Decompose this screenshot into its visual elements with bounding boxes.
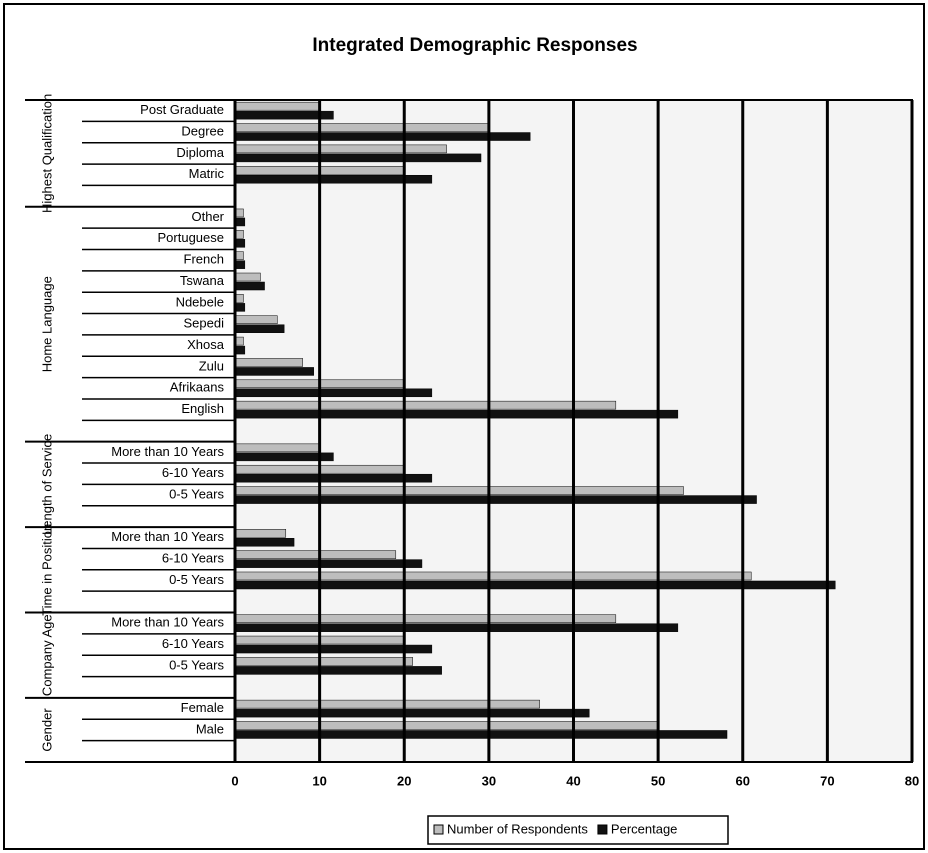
y-tick-label: Diploma: [176, 145, 224, 160]
bar: [234, 623, 679, 632]
group-label: Company Age: [39, 614, 54, 696]
bar: [234, 123, 490, 132]
y-tick-label: More than 10 Years: [111, 444, 224, 459]
legend: Number of Respondents Percentage: [427, 815, 729, 845]
bar: [234, 272, 261, 282]
x-tick-label: 40: [566, 773, 580, 788]
legend-label: Number of Respondents: [447, 821, 588, 836]
legend-swatch: [597, 824, 608, 835]
y-tick-label: Tswana: [180, 273, 225, 288]
bar: [234, 495, 757, 504]
bar: [234, 101, 320, 111]
x-tick-label: 60: [736, 773, 750, 788]
bar: [234, 486, 684, 495]
y-tick-label: Female: [181, 700, 224, 715]
bar: [234, 400, 617, 410]
x-tick-label: 70: [820, 773, 834, 788]
y-tick-label: Degree: [181, 123, 224, 138]
x-tick-label: 30: [482, 773, 496, 788]
bar: [234, 550, 397, 559]
bar: [234, 730, 728, 739]
y-tick-label: Afrikaans: [170, 380, 225, 395]
group-label: Highest Qualification: [39, 94, 54, 213]
group-label: Gender: [39, 708, 54, 752]
group-label: Time in Position: [39, 524, 54, 616]
y-tick-label: 6-10 Years: [162, 551, 225, 566]
bar: [234, 144, 447, 154]
x-tick-label: 80: [905, 773, 919, 788]
bar: [234, 443, 320, 453]
bar: [234, 324, 285, 333]
bar: [234, 473, 433, 483]
bar: [234, 153, 482, 163]
y-tick-label: Ndebele: [176, 294, 224, 309]
x-tick-label: 0: [231, 773, 238, 788]
y-tick-label: Matric: [189, 166, 225, 181]
chart-title: Integrated Demographic Responses: [312, 35, 637, 56]
y-tick-label: 6-10 Years: [162, 465, 225, 480]
y-tick-label: Zulu: [199, 358, 224, 373]
y-tick-label: Other: [191, 209, 224, 224]
bar: [234, 281, 265, 291]
bar: [234, 367, 314, 376]
x-tick-label: 10: [312, 773, 326, 788]
bar: [234, 580, 836, 590]
bar: [234, 657, 413, 666]
bar: [234, 529, 287, 538]
y-tick-label: More than 10 Years: [111, 615, 224, 630]
bar: [234, 708, 590, 718]
bar: [234, 409, 679, 419]
bar: [234, 721, 659, 730]
group-label: Home Language: [39, 276, 54, 372]
bar: [234, 666, 442, 675]
y-tick-label: Portuguese: [158, 230, 225, 245]
bar: [234, 132, 531, 141]
bar: [234, 315, 278, 324]
legend-box: [427, 815, 729, 845]
x-tick-label: 20: [397, 773, 411, 788]
legend-swatch: [433, 824, 444, 835]
bar: [234, 614, 617, 623]
y-tick-label: Male: [196, 721, 224, 736]
y-tick-label: Post Graduate: [140, 102, 224, 117]
y-tick-label: French: [184, 252, 224, 267]
y-tick-label: 0-5 Years: [169, 487, 224, 502]
y-tick-label: 6-10 Years: [162, 636, 225, 651]
x-tick-label: 50: [651, 773, 665, 788]
y-tick-label: 0-5 Years: [169, 657, 224, 672]
bar: [234, 559, 423, 568]
bar: [234, 644, 433, 654]
group-label: Length of Service: [39, 434, 54, 535]
legend-label: Percentage: [611, 821, 678, 836]
bar: [234, 571, 752, 581]
bar: [234, 358, 303, 367]
y-tick-label: More than 10 Years: [111, 529, 224, 544]
bar: [234, 699, 540, 709]
y-tick-label: 0-5 Years: [169, 572, 224, 587]
y-tick-label: English: [181, 401, 224, 416]
bar: [234, 538, 295, 547]
bar: [234, 174, 433, 184]
y-tick-label: Xhosa: [187, 337, 225, 352]
bar: [234, 388, 433, 398]
y-tick-label: Sepedi: [184, 316, 225, 331]
